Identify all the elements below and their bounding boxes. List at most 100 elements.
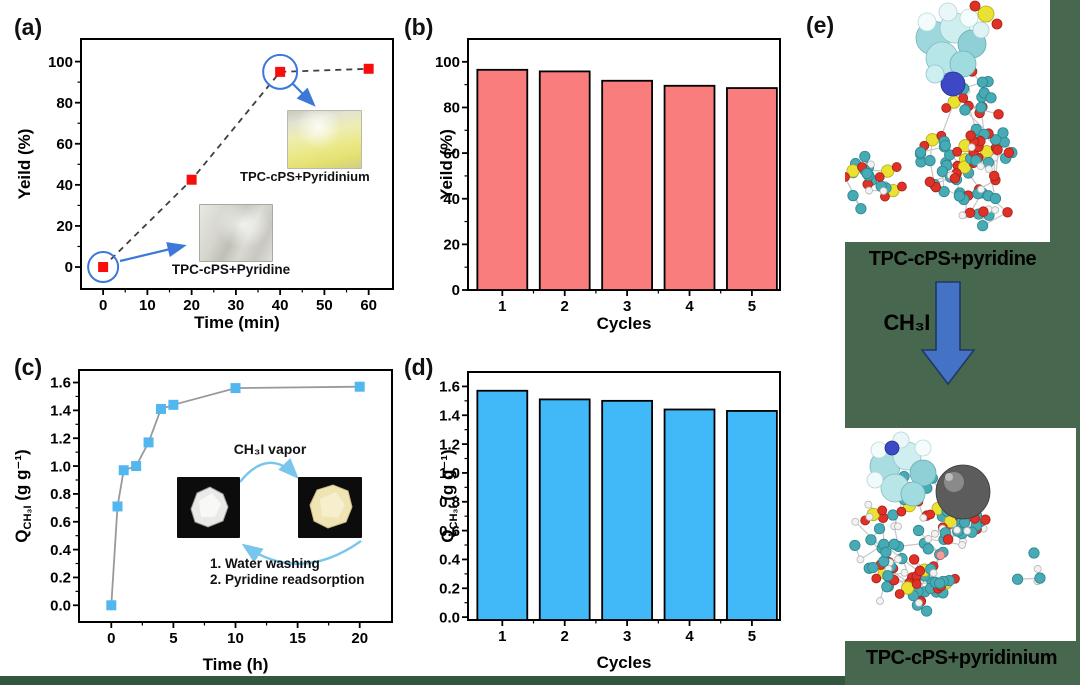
svg-text:5: 5 (748, 298, 756, 315)
svg-text:1.0: 1.0 (439, 465, 460, 482)
bottom-green-strip (0, 676, 845, 685)
svg-text:80: 80 (56, 95, 73, 112)
svg-text:100: 100 (435, 54, 460, 71)
down-arrow-icon (920, 281, 976, 386)
svg-text:2: 2 (561, 628, 569, 645)
axes: 1 2 3 4 5 0.0 0.2 0.4 0.6 0.8 1.0 1.2 1.4 1.6 (439, 379, 756, 645)
svg-text:10: 10 (139, 297, 156, 314)
chart-a-marks (98, 63, 374, 273)
axes: 0 5 10 15 20 0.0 0.2 0.4 0.6 0.8 1.0 1.2 1.4 1.6 (50, 375, 368, 647)
svg-text:40: 40 (443, 191, 460, 208)
svg-text:0: 0 (99, 297, 107, 314)
ch3i-reagent-label: CH₃I (883, 310, 931, 335)
data-point (363, 63, 374, 74)
data-point (118, 465, 129, 476)
svg-text:60: 60 (443, 145, 460, 162)
svg-text:60: 60 (360, 297, 377, 314)
svg-text:40: 40 (56, 177, 73, 194)
bar-cycle-5 (726, 410, 778, 621)
data-point (275, 66, 286, 77)
x-axis-label: Cycles (597, 653, 652, 672)
data-point (186, 174, 197, 185)
svg-text:3: 3 (623, 628, 631, 645)
svg-text:10: 10 (227, 630, 244, 647)
pyridinium-caption: TPC-cPS+Pyridinium (240, 169, 370, 184)
svg-text:5: 5 (748, 628, 756, 645)
panel-a-tag: (a) (14, 14, 43, 40)
svg-text:0.6: 0.6 (50, 514, 71, 531)
data-point (112, 501, 123, 512)
data-point (143, 437, 154, 448)
adsorbent-after-photo (298, 477, 362, 538)
svg-text:0.6: 0.6 (439, 523, 460, 540)
svg-text:1.0: 1.0 (50, 458, 71, 475)
bar-cycle-1 (476, 68, 529, 291)
bar-cycle-2 (538, 398, 591, 621)
svg-text:20: 20 (56, 218, 73, 235)
svg-text:80: 80 (443, 100, 460, 117)
svg-text:0.2: 0.2 (439, 580, 460, 597)
bar-cycle-3 (601, 399, 653, 621)
molecular-model-pyridine-box (840, 0, 1050, 242)
yellow-solid-image (309, 484, 353, 529)
space-filling-guest (866, 431, 991, 520)
svg-text:0: 0 (65, 259, 73, 276)
svg-text:0.8: 0.8 (439, 494, 460, 511)
svg-text:0.0: 0.0 (439, 609, 460, 626)
pyridine-model-caption: TPC-cPS+pyridine (868, 248, 1037, 270)
data-line (102, 67, 369, 268)
panel-d-tag: (d) (404, 354, 434, 380)
y-axis-label: Yeild (%) (15, 129, 34, 200)
chart-b-yield-vs-cycles: 1 2 3 4 5 0 20 40 60 80 100 Cycles Yeild (%) (435, 38, 781, 333)
highlight-circle (87, 251, 120, 284)
bar-cycle-5 (726, 87, 778, 291)
svg-text:4: 4 (685, 298, 694, 315)
panel-c-tag: (c) (14, 354, 43, 380)
bar-cycle-1 (476, 389, 529, 621)
x-axis-label: Time (min) (194, 313, 280, 332)
regeneration-step2-label: 2. Pyridine readsorption (210, 572, 365, 587)
svg-text:60: 60 (56, 136, 73, 153)
data-point (106, 600, 117, 611)
bar-cycle-4 (663, 408, 716, 621)
svg-text:1.4: 1.4 (50, 403, 72, 420)
svg-text:30: 30 (228, 297, 245, 314)
x-axis-label: Time (h) (203, 655, 269, 674)
data-point (230, 383, 241, 394)
tpc-cps-pyridinium-model-image (849, 431, 1046, 617)
svg-text:1: 1 (498, 628, 506, 645)
data-point (98, 262, 109, 273)
svg-text:1.6: 1.6 (50, 375, 71, 392)
pyridinium-sample-photo (287, 110, 362, 169)
y-axis-label: Yeild (%) (437, 129, 456, 200)
molecular-model-pyridinium-box (845, 428, 1076, 641)
data-point (354, 381, 365, 392)
y-axis-label: QCH₃I (g g⁻¹) (12, 449, 34, 542)
annotation-arrow-icon (119, 242, 187, 263)
axes: 1 2 3 4 5 0 20 40 60 80 100 (435, 54, 756, 315)
svg-text:0.2: 0.2 (50, 570, 71, 587)
svg-text:40: 40 (272, 297, 289, 314)
svg-text:0: 0 (452, 282, 460, 299)
svg-text:20: 20 (183, 297, 200, 314)
svg-text:0.4: 0.4 (50, 542, 72, 559)
svg-text:5: 5 (169, 630, 177, 647)
data-point (131, 461, 142, 472)
svg-text:1.6: 1.6 (439, 379, 460, 396)
bar-cycle-4 (663, 84, 716, 291)
svg-text:1.2: 1.2 (439, 436, 460, 453)
svg-text:15: 15 (289, 630, 306, 647)
highlight-circle (262, 53, 299, 90)
svg-text:4: 4 (685, 628, 694, 645)
pyridine-sample-photo (199, 204, 273, 262)
axes: 0 10 20 30 40 50 60 0 20 40 60 80 100 (48, 54, 377, 314)
svg-text:3: 3 (623, 298, 631, 315)
svg-text:2: 2 (561, 298, 569, 315)
cycle-arrow-icon (241, 540, 362, 565)
regeneration-step1-label: 1. Water washing (210, 556, 320, 571)
data-point (168, 399, 179, 410)
svg-text:20: 20 (443, 237, 460, 254)
svg-text:0.8: 0.8 (50, 486, 71, 503)
panel-b-tag: (b) (404, 14, 434, 40)
